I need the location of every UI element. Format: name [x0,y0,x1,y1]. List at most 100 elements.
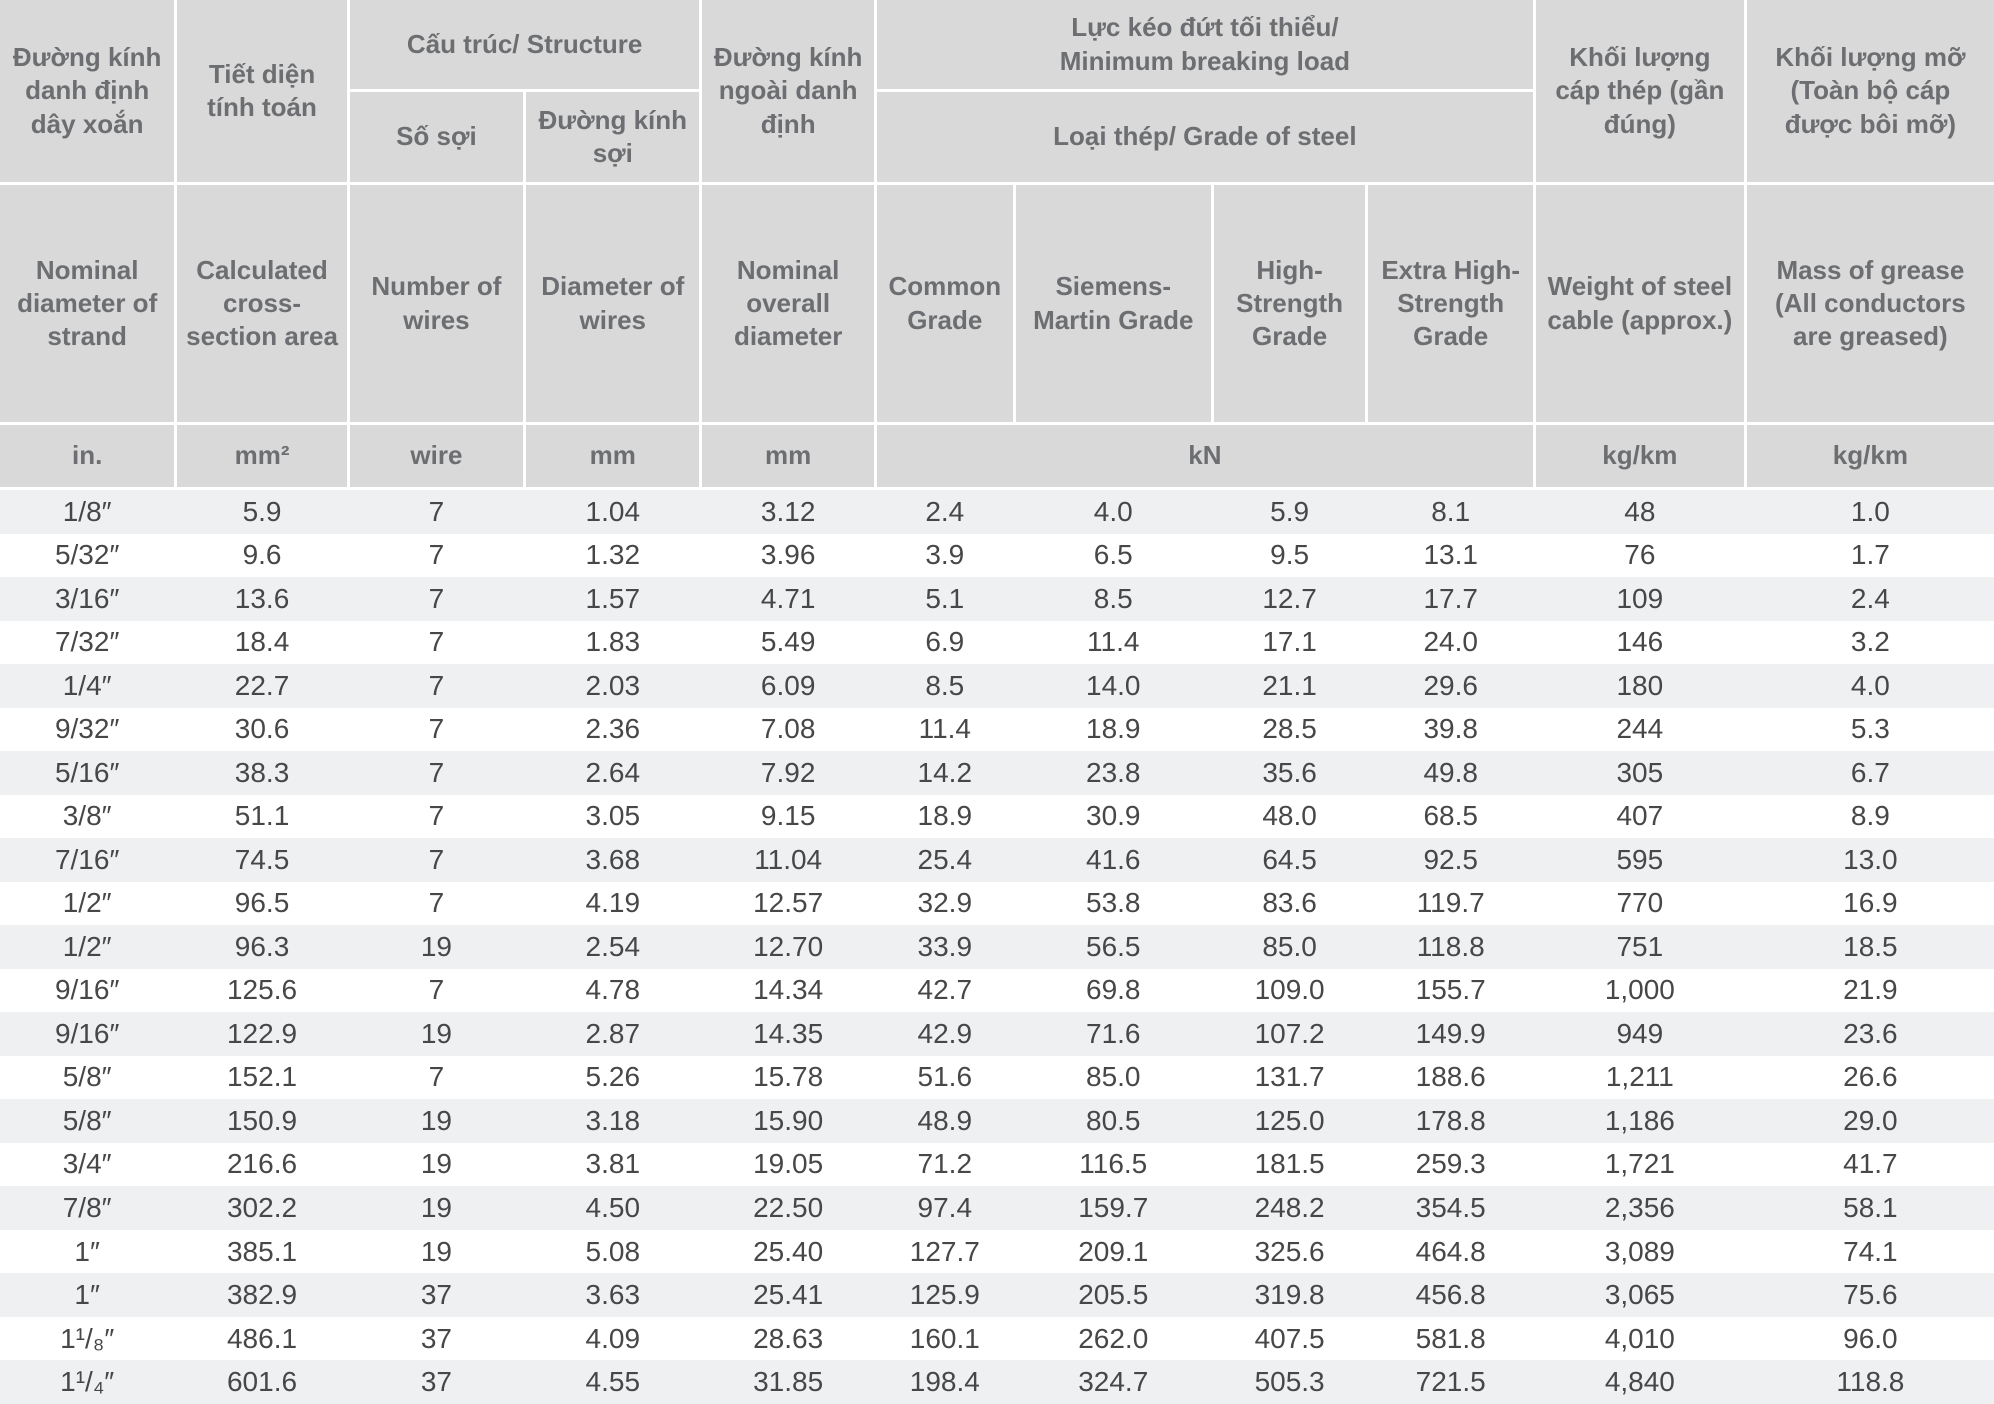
table-cell-r21-c1: 1¹/₄″ [60,1366,115,1398]
table-cell-r20-c10: 4,010 [1604,1322,1675,1354]
table-cell-r9-c10: 595 [1616,843,1664,875]
table-cell-r6-c4: 2.36 [585,713,641,745]
table-cell-r13-c10: 949 [1616,1017,1664,1049]
table-cell-r9-c9: 92.5 [1423,843,1478,875]
table-cell-r12-c1: 9/16″ [54,974,120,1006]
header-overall-diameter-vi: Đường kính ngoài danh định [702,0,874,182]
table-cell-r3-c7: 8.5 [1093,582,1133,614]
table-cell-r5-c9: 29.6 [1423,669,1478,701]
table-cell-r14-c5: 15.78 [753,1061,824,1093]
table-cell-r4-c5: 5.49 [760,626,816,658]
table-cell-r15-c3: 19 [420,1104,452,1136]
table-cell-r18-c6: 127.7 [909,1235,980,1267]
header-number-of-wires-en: Number of wires [349,185,524,422]
table-row: 1/2″ 96.5 7 4.19 12.57 32.9 53.8 83.6 119.7 770 16… [0,881,1994,926]
table-cell-r2-c9: 13.1 [1423,539,1478,571]
unit-wire: wire [349,425,524,487]
header-grade-of-steel-group: Loại thép/ Grade of steel [876,92,1533,182]
table-cell-r15-c7: 80.5 [1086,1104,1141,1136]
table-cell-r1-c4: 1.04 [585,495,641,527]
table-cell-r8-c3: 7 [428,800,445,832]
table-cell-r5-c11: 4.0 [1850,669,1890,701]
table-cell-r7-c9: 49.8 [1423,756,1478,788]
table-cell-r9-c1: 7/16″ [54,843,120,875]
table-cell-r9-c8: 64.5 [1262,843,1317,875]
table-body: 1/8″ 5.9 7 1.04 3.12 2.4 4.0 5.9 8.1 48 1.0 5/32″ 9.… [0,490,1994,1404]
table-cell-r7-c6: 14.2 [917,756,973,788]
table-cell-r7-c1: 5/16″ [54,756,120,788]
table-row: 1/2″ 96.3 19 2.54 12.70 33.9 56.5 85.0 118.8 751 1… [0,925,1994,969]
table-cell-r15-c9: 178.8 [1415,1104,1486,1136]
table-row: 5/8″ 152.1 7 5.26 15.78 51.6 85.0 131.7 188.6 1,2… [0,1055,1994,1100]
table-cell-r4-c3: 7 [428,626,445,658]
table-cell-r1-c11: 1.0 [1850,495,1890,527]
table-cell-r4-c1: 7/32″ [54,626,120,658]
table-cell-r10-c9: 119.7 [1416,887,1485,919]
table-cell-r19-c6: 125.9 [909,1279,980,1311]
table-cell-r12-c10: 1,000 [1604,974,1675,1006]
table-cell-r9-c2: 74.5 [234,843,290,875]
table-cell-r19-c1: 1″ [74,1279,100,1311]
table-row: 9/32″ 30.6 7 2.36 7.08 11.4 18.9 28.5 39.8 244 5.3 [0,707,1994,752]
table-cell-r2-c3: 7 [428,539,445,571]
breaking-load-line-en: Minimum breaking load [1059,45,1351,76]
table-cell-r15-c10: 1,186 [1604,1104,1675,1136]
table-cell-r4-c7: 11.4 [1087,626,1140,658]
table-cell-r3-c6: 5.1 [925,582,965,614]
unit-kgkm-grease: kg/km [1746,425,1994,487]
table-row: 7/32″ 18.4 7 1.83 5.49 6.9 11.4 17.1 24.0 146 3.2 [0,620,1994,665]
table-cell-r6-c9: 39.8 [1423,713,1478,745]
table-cell-r17-c11: 58.1 [1843,1192,1898,1223]
table-cell-r17-c10: 2,356 [1604,1192,1675,1223]
table-cell-r11-c6: 33.9 [917,930,973,962]
table-cell-r8-c7: 30.9 [1086,800,1141,832]
table-cell-r15-c4: 3.18 [585,1104,641,1136]
table-cell-r21-c4: 4.55 [585,1366,641,1398]
table-cell-r17-c6: 97.4 [917,1192,973,1223]
header-cross-section-en: Calculated cross-section area [177,185,347,422]
table-cell-r14-c7: 85.0 [1086,1061,1141,1093]
table-row: 5/16″ 38.3 7 2.64 7.92 14.2 23.8 35.6 49.8 305 6.7 [0,751,1994,795]
table-row: 5/32″ 9.6 7 1.32 3.96 3.9 6.5 9.5 13.1 76 1.7 [0,533,1994,578]
unit-mm-wire-dia: mm [526,425,700,487]
table-cell-r18-c3: 19 [420,1235,452,1267]
table-cell-r3-c9: 17.7 [1423,582,1478,614]
table-cell-r1-c7: 4.0 [1093,495,1133,527]
table-cell-r11-c4: 2.54 [585,930,641,962]
table-cell-r11-c10: 751 [1616,930,1664,962]
table-row: 1/4″ 22.7 7 2.03 6.09 8.5 14.0 21.1 29.6 180 4.0 [0,664,1994,708]
table-cell-r2-c11: 1.7 [1850,539,1890,571]
header-nominal-diameter-vi: Đường kính danh định dây xoắn [0,0,175,182]
table-cell-r10-c2: 96.5 [234,887,290,919]
table-cell-r3-c10: 109 [1616,582,1664,614]
header-breaking-load-group: Lực kéo đứt tối thiểu/ Minimum breaking … [876,0,1533,89]
table-cell-r5-c1: 1/4″ [62,669,112,701]
table-cell-r1-c1: 1/8″ [62,495,112,527]
table-cell-r14-c1: 5/8″ [62,1061,112,1093]
table-cell-r5-c6: 8.5 [925,669,965,701]
table-cell-r10-c4: 4.19 [585,887,641,919]
table-cell-r12-c2: 125.6 [226,974,298,1006]
table-row: 7/8″ 302.2 19 4.50 22.50 97.4 159.7 248.2 354.5 2… [0,1186,1994,1230]
table-cell-r19-c2: 382.9 [226,1279,298,1311]
table-cell-r13-c6: 42.9 [917,1017,973,1049]
table-cell-r6-c5: 7.08 [760,713,816,745]
header-nominal-diameter-en: Nominal diameter of strand [0,185,175,422]
table-cell-r3-c11: 2.4 [1850,582,1890,614]
table-cell-r12-c6: 42.7 [917,974,973,1006]
unit-kn: kN [876,425,1533,487]
table-cell-r5-c2: 22.7 [234,669,290,701]
header-high-strength-grade: High-Strength Grade [1213,185,1366,422]
table-cell-r16-c8: 181.5 [1254,1148,1325,1180]
table-cell-r16-c3: 19 [420,1148,452,1180]
table-cell-r10-c6: 32.9 [917,887,973,919]
table-cell-r3-c8: 12.7 [1262,582,1317,614]
table-cell-r6-c7: 18.9 [1086,713,1141,745]
table-cell-r16-c1: 3/4″ [62,1148,112,1180]
table-cell-r12-c7: 69.8 [1086,974,1141,1006]
table-cell-r12-c11: 21.9 [1843,974,1898,1006]
table-cell-r7-c3: 7 [428,756,445,788]
table-cell-r9-c5: 11.04 [754,843,823,875]
table-cell-r21-c2: 601.6 [226,1366,298,1398]
table-cell-r11-c3: 19 [420,930,452,962]
